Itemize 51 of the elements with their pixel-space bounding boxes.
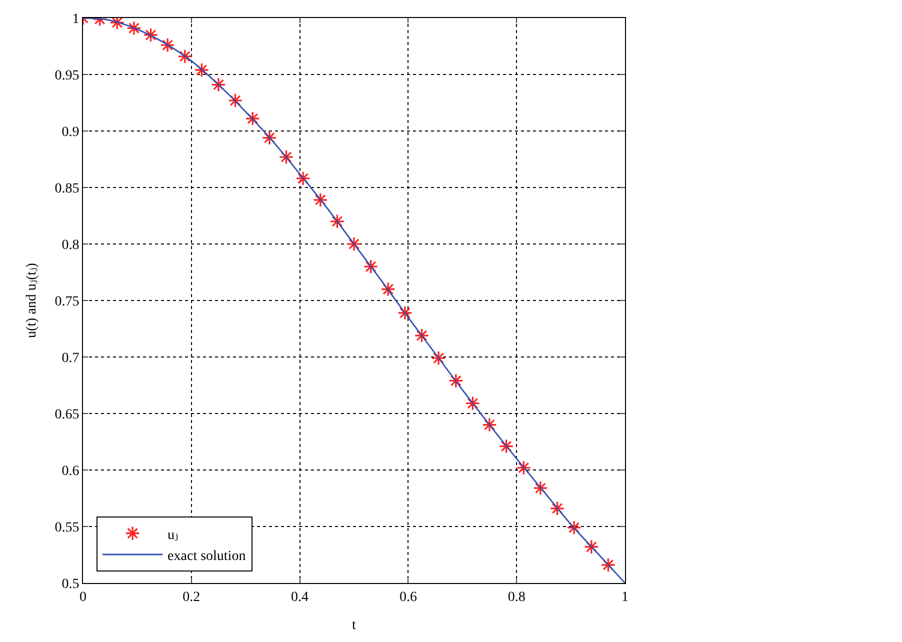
point [584,539,599,554]
point [178,49,192,64]
point [245,111,260,126]
point [414,328,430,343]
y-tick-label: 0.95 [54,68,80,84]
legend-label: exact solution [168,548,246,564]
point [296,171,310,186]
point [566,520,582,536]
point [160,38,175,53]
point [346,236,362,252]
x-tick-label: 0.8 [508,590,526,605]
y-tick-label: 0.8 [62,238,80,253]
x-tick-label: 0 [80,590,86,605]
x-tick-label: 1 [622,590,628,605]
point [228,93,243,108]
y-tick-label: 0.9 [62,124,80,140]
point [550,501,565,516]
y-tick-label: 0.6 [62,464,80,479]
point [194,62,210,78]
x-tick-label: 0.4 [291,590,309,605]
y-axis-title: u(t) and uⱼ(tⱼ) [24,262,40,338]
point [431,350,446,366]
x-axis-title: t [352,618,356,634]
y-tick-label: 0.85 [54,181,80,196]
point [363,259,378,274]
point [313,192,328,208]
point [278,150,294,164]
point [498,438,514,454]
point [516,460,532,476]
y-tick-label: 0.65 [54,407,80,422]
point [600,558,616,572]
point [380,282,396,297]
point [398,306,412,320]
point [143,28,158,42]
point [211,77,226,92]
line-series [83,18,625,583]
x-tick-label: 0.6 [399,590,417,605]
point [533,480,548,496]
point [465,396,480,411]
y-tick-label: 0.75 [54,294,80,310]
point [482,417,497,432]
legend-label: uⱼ [168,528,178,543]
point [126,20,142,36]
point [262,130,277,146]
y-tick-label: 0.5 [62,576,80,592]
x-tick-label: 0.2 [182,590,200,605]
point [448,373,464,388]
y-tick-label: 1 [72,12,80,27]
y-tick-label: 0.7 [62,350,80,366]
y-tick-label: 0.55 [54,520,80,536]
point [330,214,345,229]
